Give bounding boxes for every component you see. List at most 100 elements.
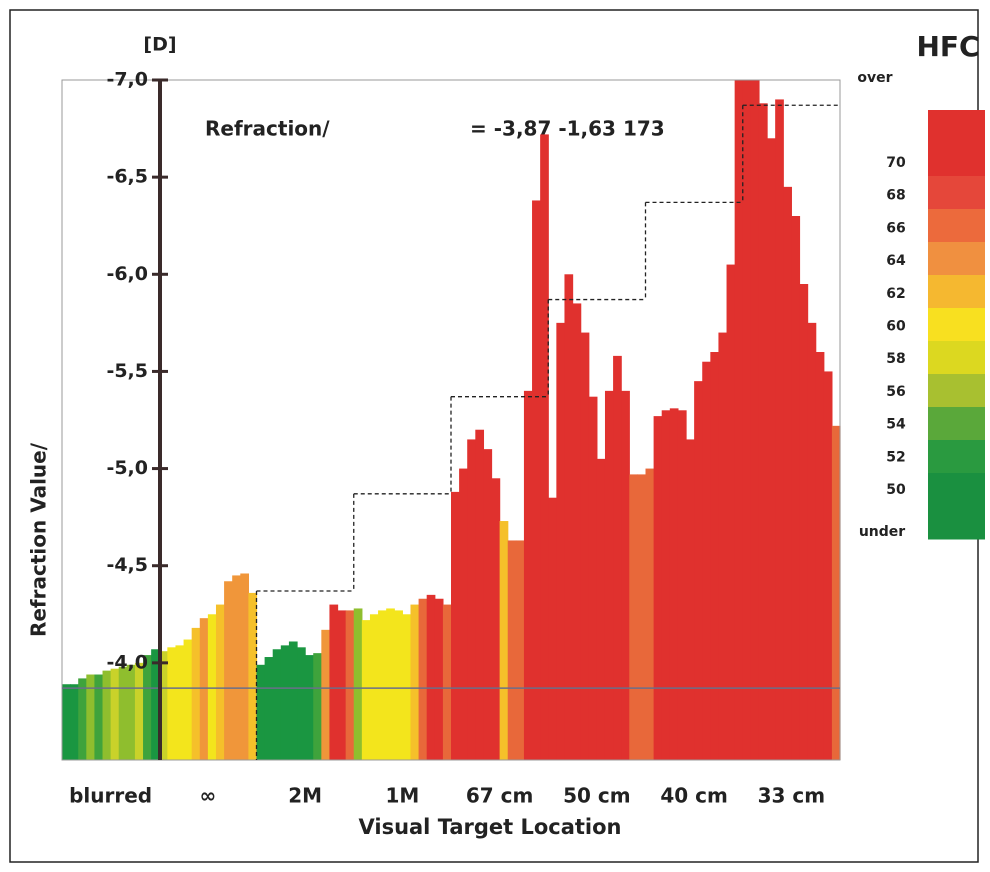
- colorbar-bottom-label: under: [859, 524, 905, 540]
- colorbar-top-label: over: [857, 70, 892, 86]
- bar: [264, 657, 274, 760]
- colorbar-segment: [928, 341, 985, 375]
- bar: [507, 540, 517, 760]
- colorbar-segment: [928, 440, 985, 474]
- bar: [143, 655, 152, 760]
- bar: [70, 684, 79, 760]
- colorbar-tick-label: 60: [886, 319, 906, 335]
- bar: [831, 425, 841, 760]
- bar: [361, 620, 371, 760]
- bar: [467, 439, 476, 760]
- bar: [742, 80, 752, 760]
- bar: [102, 670, 112, 760]
- bar: [815, 352, 825, 760]
- bar: [313, 653, 322, 760]
- bar: [540, 134, 549, 760]
- x-tick-label: 33 cm: [758, 784, 826, 808]
- colorbar-tick-label: 62: [886, 286, 905, 302]
- x-tick-label: 67 cm: [466, 784, 534, 808]
- colorbar-tick-label: 56: [886, 384, 905, 400]
- bar: [629, 474, 638, 760]
- y-tick-label: -6,5: [106, 166, 148, 188]
- bar: [694, 381, 703, 760]
- bar: [394, 610, 403, 760]
- bar: [410, 604, 420, 760]
- bar: [791, 216, 801, 760]
- colorbar-tick-label: 68: [886, 188, 905, 204]
- x-tick-label: 2M: [288, 784, 322, 808]
- x-tick-label: 50 cm: [563, 784, 631, 808]
- y-tick-label: -7,0: [106, 69, 148, 91]
- colorbar-segment: [928, 473, 985, 540]
- bar: [613, 355, 622, 760]
- y-tick-label: -5,5: [106, 360, 148, 382]
- bar: [621, 390, 630, 760]
- bar: [515, 540, 525, 760]
- bar: [86, 674, 96, 760]
- bar: [661, 410, 671, 760]
- bar: [297, 647, 306, 760]
- bar: [523, 390, 533, 760]
- colorbar-segment: [928, 407, 985, 441]
- bar: [669, 408, 679, 760]
- bar: [353, 608, 363, 760]
- colorbar-tick-label: 70: [886, 155, 906, 171]
- colorbar-tick-label: 54: [886, 417, 906, 433]
- bar: [434, 598, 444, 760]
- bar: [564, 274, 574, 760]
- bar: [240, 573, 249, 760]
- bar: [215, 604, 225, 760]
- x-axis-title: Visual Target Location: [358, 815, 621, 839]
- colorbar-segment: [928, 374, 985, 408]
- bar: [637, 474, 647, 760]
- bar: [758, 103, 768, 761]
- y-tick-label: -4,0: [106, 651, 148, 673]
- bar: [78, 678, 87, 760]
- bar: [183, 639, 193, 760]
- bar: [224, 581, 233, 760]
- y-tick-label: -6,0: [106, 263, 148, 285]
- annotation-label: Refraction/: [205, 117, 330, 141]
- bar: [499, 521, 509, 760]
- bar: [151, 649, 160, 760]
- bar: [799, 284, 809, 760]
- bar: [532, 200, 541, 760]
- bar: [118, 666, 128, 760]
- bar: [167, 647, 177, 760]
- y-axis-title: Refraction Value/: [27, 442, 51, 637]
- bar: [483, 449, 493, 760]
- bar: [734, 80, 744, 760]
- bar: [280, 645, 290, 760]
- bar: [191, 627, 201, 760]
- bar: [369, 614, 379, 760]
- colorbar-tick-label: 52: [886, 449, 905, 465]
- bar: [556, 322, 566, 760]
- bar: [110, 668, 120, 760]
- bar: [94, 674, 104, 760]
- bar: [272, 649, 282, 760]
- bar: [256, 664, 266, 760]
- bar: [232, 575, 241, 760]
- bar: [378, 610, 387, 760]
- bar: [580, 332, 590, 760]
- bar: [491, 478, 501, 760]
- bar: [775, 99, 784, 760]
- bar: [402, 614, 412, 760]
- colorbar-tick-label: 64: [886, 253, 906, 269]
- bar: [451, 491, 460, 760]
- bar: [750, 80, 760, 760]
- colorbar-segment: [928, 308, 985, 342]
- bar: [588, 396, 598, 760]
- bar: [426, 594, 436, 760]
- bar: [345, 610, 355, 760]
- bar: [596, 458, 606, 760]
- bar: [248, 592, 258, 760]
- bar: [442, 604, 452, 760]
- bar: [645, 468, 655, 760]
- bar: [686, 439, 695, 760]
- bar: [337, 610, 347, 760]
- bar: [475, 429, 485, 760]
- bar: [702, 361, 711, 760]
- colorbar-tick-label: 50: [886, 482, 906, 498]
- x-tick-label: blurred: [69, 784, 152, 808]
